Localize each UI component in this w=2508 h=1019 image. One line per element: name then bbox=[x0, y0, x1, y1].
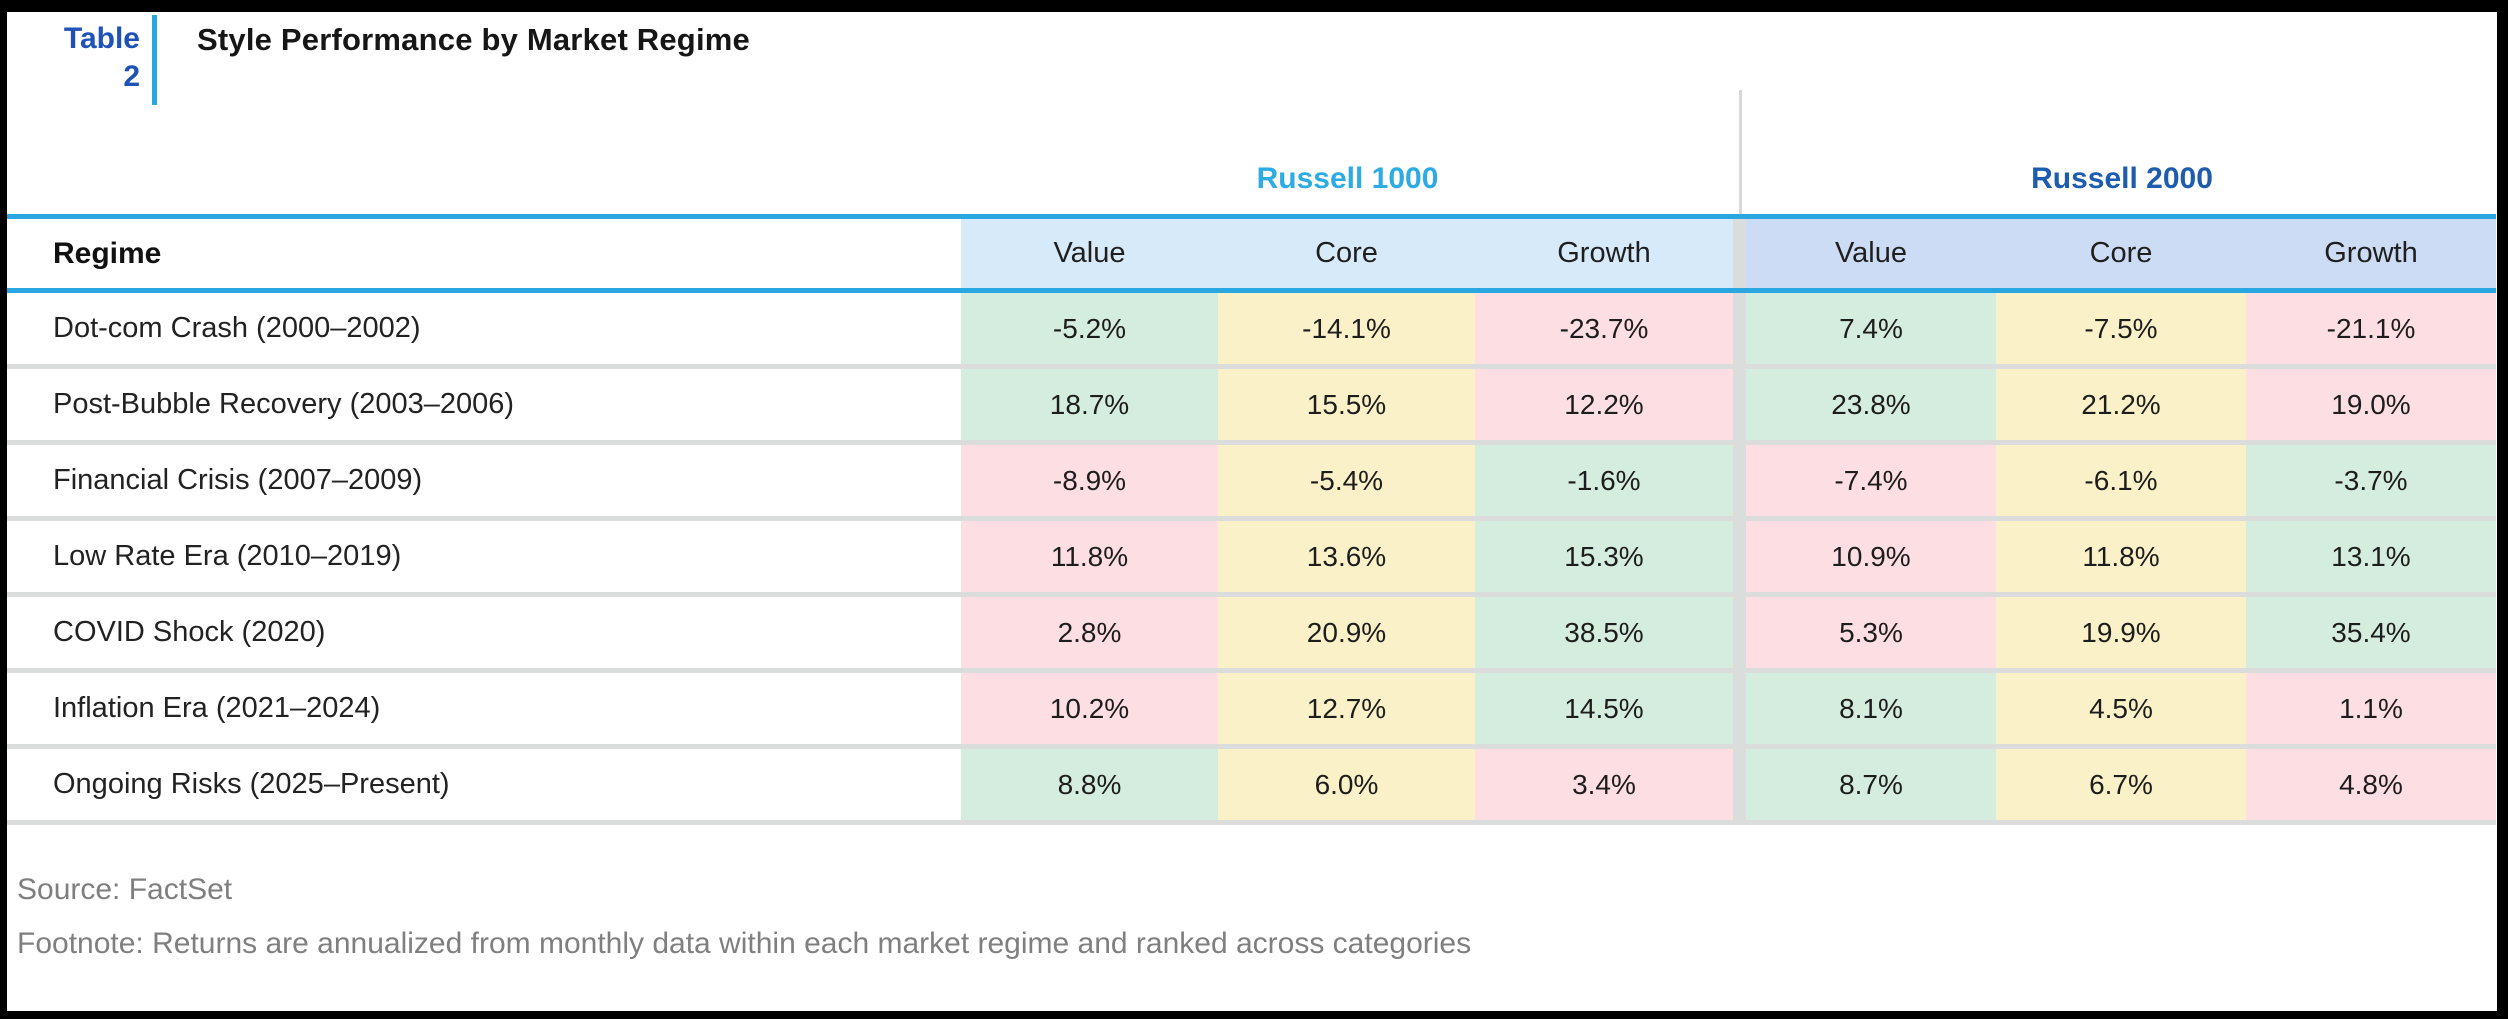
data-cell: 23.8% bbox=[1746, 366, 1996, 445]
group-divider-cell bbox=[1733, 746, 1746, 825]
group-title-russell-1000: Russell 1000 bbox=[1256, 162, 1439, 195]
table-row: Ongoing Risks (2025–Present) 8.8% 6.0% 3… bbox=[7, 746, 2496, 825]
regime-cell: Inflation Era (2021–2024) bbox=[7, 670, 961, 749]
data-cell: -7.4% bbox=[1746, 442, 1996, 521]
data-cell: 4.5% bbox=[1996, 670, 2246, 749]
data-cell: 13.6% bbox=[1218, 518, 1475, 597]
data-cell: 21.2% bbox=[1996, 366, 2246, 445]
regime-cell: Financial Crisis (2007–2009) bbox=[7, 442, 961, 521]
group-divider-cell bbox=[1733, 442, 1746, 521]
data-cell: -21.1% bbox=[2246, 290, 2496, 369]
data-cell: 13.1% bbox=[2246, 518, 2496, 597]
data-cell: 1.1% bbox=[2246, 670, 2496, 749]
data-cell: 10.9% bbox=[1746, 518, 1996, 597]
table-row: Low Rate Era (2010–2019) 11.8% 13.6% 15.… bbox=[7, 518, 2496, 597]
table-label-number: 2 bbox=[123, 60, 140, 93]
data-cell: 10.2% bbox=[961, 670, 1218, 749]
data-cell: 19.9% bbox=[1996, 594, 2246, 673]
data-cell: 12.7% bbox=[1218, 670, 1475, 749]
regime-cell: Low Rate Era (2010–2019) bbox=[7, 518, 961, 597]
regime-cell: Ongoing Risks (2025–Present) bbox=[7, 746, 961, 825]
data-cell: 8.8% bbox=[961, 746, 1218, 825]
r1000-core-header: Core bbox=[1218, 214, 1475, 293]
group-divider-cell bbox=[1733, 366, 1746, 445]
style-performance-table: Regime Value Core Growth Value Core Grow… bbox=[7, 214, 2496, 825]
data-cell: -3.7% bbox=[2246, 442, 2496, 521]
page-title: Style Performance by Market Regime bbox=[197, 22, 750, 57]
group-divider-line bbox=[1739, 90, 1742, 214]
data-cell: -1.6% bbox=[1475, 442, 1733, 521]
data-cell: 7.4% bbox=[1746, 290, 1996, 369]
group-title-russell-2000: Russell 2000 bbox=[2031, 162, 2213, 195]
data-cell: 12.2% bbox=[1475, 366, 1733, 445]
footnote: Footnote: Returns are annualized from mo… bbox=[17, 927, 1472, 960]
data-cell: 35.4% bbox=[2246, 594, 2496, 673]
regime-column-header: Regime bbox=[7, 214, 961, 293]
data-cell: -7.5% bbox=[1996, 290, 2246, 369]
data-cell: -5.4% bbox=[1218, 442, 1475, 521]
data-cell: 8.1% bbox=[1746, 670, 1996, 749]
data-cell: 8.7% bbox=[1746, 746, 1996, 825]
data-cell: 11.8% bbox=[1996, 518, 2246, 597]
r1000-growth-header: Growth bbox=[1475, 214, 1733, 293]
regime-cell: COVID Shock (2020) bbox=[7, 594, 961, 673]
group-divider-cell bbox=[1733, 518, 1746, 597]
table-label-word: Table bbox=[63, 22, 140, 55]
data-cell: 6.0% bbox=[1218, 746, 1475, 825]
figure-canvas: Table 2 Style Performance by Market Regi… bbox=[7, 12, 2497, 1011]
regime-cell: Dot-com Crash (2000–2002) bbox=[7, 290, 961, 369]
data-cell: -8.9% bbox=[961, 442, 1218, 521]
data-cell: -6.1% bbox=[1996, 442, 2246, 521]
data-cell: 20.9% bbox=[1218, 594, 1475, 673]
column-header-row: Regime Value Core Growth Value Core Grow… bbox=[7, 214, 2496, 293]
data-cell: -14.1% bbox=[1218, 290, 1475, 369]
table-row: Inflation Era (2021–2024) 10.2% 12.7% 14… bbox=[7, 670, 2496, 749]
r1000-value-header: Value bbox=[961, 214, 1218, 293]
table-row: COVID Shock (2020) 2.8% 20.9% 38.5% 5.3%… bbox=[7, 594, 2496, 673]
data-cell: 15.5% bbox=[1218, 366, 1475, 445]
data-cell: 11.8% bbox=[961, 518, 1218, 597]
table-label: Table 2 bbox=[28, 20, 140, 96]
data-cell: 19.0% bbox=[2246, 366, 2496, 445]
data-cell: -5.2% bbox=[961, 290, 1218, 369]
table-row: Dot-com Crash (2000–2002) -5.2% -14.1% -… bbox=[7, 290, 2496, 369]
data-cell: 5.3% bbox=[1746, 594, 1996, 673]
data-cell: 38.5% bbox=[1475, 594, 1733, 673]
data-cell: 6.7% bbox=[1996, 746, 2246, 825]
data-cell: 4.8% bbox=[2246, 746, 2496, 825]
index-group-titles: Russell 1000 Russell 2000 bbox=[7, 154, 2497, 204]
r2000-value-header: Value bbox=[1746, 214, 1996, 293]
source-note: Source: FactSet bbox=[17, 873, 233, 906]
group-divider-cell bbox=[1733, 670, 1746, 749]
data-cell: 18.7% bbox=[961, 366, 1218, 445]
r2000-core-header: Core bbox=[1996, 214, 2246, 293]
group-divider-cell bbox=[1733, 214, 1746, 293]
table-row: Post-Bubble Recovery (2003–2006) 18.7% 1… bbox=[7, 366, 2496, 445]
r2000-growth-header: Growth bbox=[2246, 214, 2496, 293]
data-cell: 14.5% bbox=[1475, 670, 1733, 749]
group-divider-cell bbox=[1733, 594, 1746, 673]
label-divider-line bbox=[152, 15, 157, 105]
data-cell: 3.4% bbox=[1475, 746, 1733, 825]
table-row: Financial Crisis (2007–2009) -8.9% -5.4%… bbox=[7, 442, 2496, 521]
group-divider-cell bbox=[1733, 290, 1746, 369]
data-cell: -23.7% bbox=[1475, 290, 1733, 369]
regime-cell: Post-Bubble Recovery (2003–2006) bbox=[7, 366, 961, 445]
data-cell: 15.3% bbox=[1475, 518, 1733, 597]
data-cell: 2.8% bbox=[961, 594, 1218, 673]
